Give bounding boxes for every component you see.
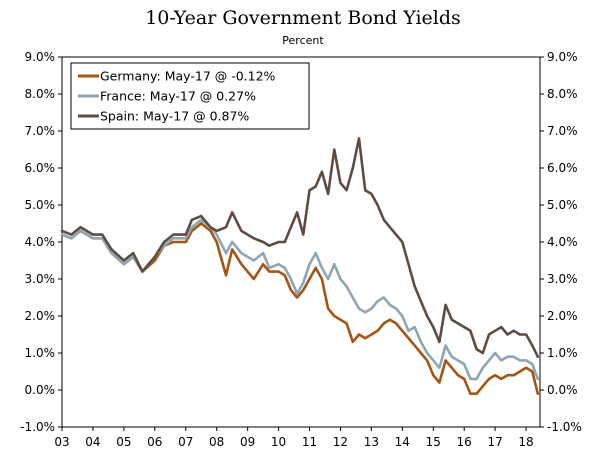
chart-title: 10-Year Government Bond Yields: [145, 7, 461, 29]
series-line-spain: [60, 137, 540, 359]
x-tick-label: 18: [518, 435, 533, 449]
x-tick-label: 07: [178, 435, 193, 449]
legend-label-germany: Germany: May-17 @ -0.12%: [100, 69, 276, 84]
x-tick-label: 16: [457, 435, 472, 449]
legend-label-france: France: May-17 @ 0.27%: [100, 89, 256, 104]
y-tick-label-left: 3.0%: [25, 272, 56, 286]
x-tick-label: 11: [302, 435, 317, 449]
x-tick-label: 03: [54, 435, 69, 449]
y-tick-label-left: 0.0%: [25, 383, 56, 397]
series-layer: [60, 137, 540, 396]
y-tick-label-right: 7.0%: [547, 124, 578, 138]
y-tick-label-right: 6.0%: [547, 161, 578, 175]
y-tick-label-right: 9.0%: [547, 50, 578, 64]
axis-layer: -1.0% -1.0% 0.0% 0.0% 1.0% 1.0% 2.0% 2.0% 3.0% 3.…: [20, 50, 582, 449]
x-tick-label: 05: [116, 435, 131, 449]
chart-subtitle: Percent: [282, 34, 324, 47]
x-tick-label: 15: [426, 435, 441, 449]
y-tick-label-right: 8.0%: [547, 87, 578, 101]
series-line-france: [60, 218, 540, 381]
legend-label-spain: Spain: May-17 @ 0.87%: [100, 109, 249, 124]
x-tick-label: 08: [209, 435, 224, 449]
legend: Germany: May-17 @ -0.12% France: May-17 @…: [70, 62, 310, 130]
y-tick-label-right: 2.0%: [547, 309, 578, 323]
x-tick-label: 14: [395, 435, 410, 449]
series-line-germany: [60, 222, 540, 396]
y-tick-label-right: -1.0%: [547, 420, 582, 434]
y-tick-label-left: 2.0%: [25, 309, 56, 323]
x-tick-label: 06: [147, 435, 162, 449]
x-tick-label: 09: [240, 435, 255, 449]
legend-box: [70, 62, 310, 130]
y-tick-label-left: 1.0%: [25, 346, 56, 360]
x-tick-label: 12: [333, 435, 348, 449]
y-tick-label-left: 6.0%: [25, 161, 56, 175]
x-tick-label: 13: [364, 435, 379, 449]
x-tick-label: 04: [85, 435, 100, 449]
x-tick-label: 10: [271, 435, 286, 449]
y-tick-label-right: 5.0%: [547, 198, 578, 212]
y-tick-label-left: 7.0%: [25, 124, 56, 138]
x-tick-label: 17: [487, 435, 502, 449]
y-tick-label-right: 1.0%: [547, 346, 578, 360]
y-tick-label-right: 0.0%: [547, 383, 578, 397]
y-tick-label-right: 4.0%: [547, 235, 578, 249]
y-tick-label-left: 8.0%: [25, 87, 56, 101]
y-tick-label-left: 4.0%: [25, 235, 56, 249]
y-tick-label-left: 5.0%: [25, 198, 56, 212]
y-tick-label-left: -1.0%: [20, 420, 55, 434]
y-tick-label-left: 9.0%: [25, 50, 56, 64]
y-tick-label-right: 3.0%: [547, 272, 578, 286]
